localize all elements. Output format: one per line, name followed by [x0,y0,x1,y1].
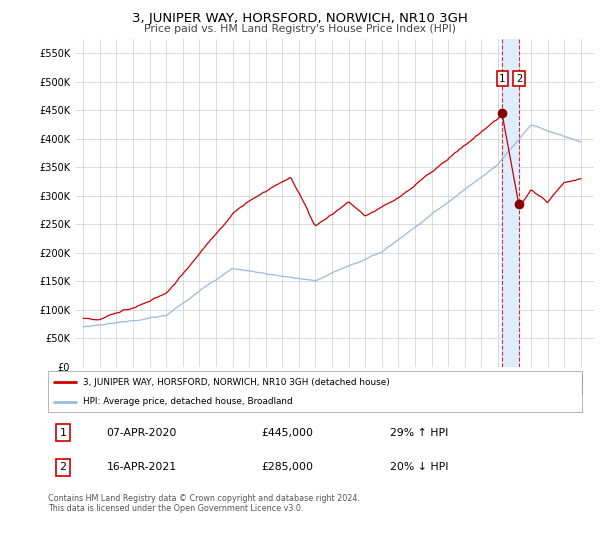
Text: 3, JUNIPER WAY, HORSFORD, NORWICH, NR10 3GH: 3, JUNIPER WAY, HORSFORD, NORWICH, NR10 … [132,12,468,25]
Text: £445,000: £445,000 [262,428,314,437]
Text: 07-APR-2020: 07-APR-2020 [107,428,177,437]
Bar [502,39,519,367]
Text: HPI: Average price, detached house, Broadland: HPI: Average price, detached house, Broa… [83,397,292,406]
Text: 20% ↓ HPI: 20% ↓ HPI [390,463,448,472]
Text: 1: 1 [59,428,67,437]
Text: 16-APR-2021: 16-APR-2021 [107,463,177,472]
Text: 1: 1 [499,73,505,83]
Text: 2: 2 [516,73,523,83]
Text: 2: 2 [59,463,67,472]
Text: £285,000: £285,000 [262,463,314,472]
Text: 3, JUNIPER WAY, HORSFORD, NORWICH, NR10 3GH (detached house): 3, JUNIPER WAY, HORSFORD, NORWICH, NR10 … [83,377,389,386]
Text: Contains HM Land Registry data © Crown copyright and database right 2024.
This d: Contains HM Land Registry data © Crown c… [48,494,360,514]
Text: 29% ↑ HPI: 29% ↑ HPI [390,428,448,437]
Text: Price paid vs. HM Land Registry's House Price Index (HPI): Price paid vs. HM Land Registry's House … [144,24,456,34]
